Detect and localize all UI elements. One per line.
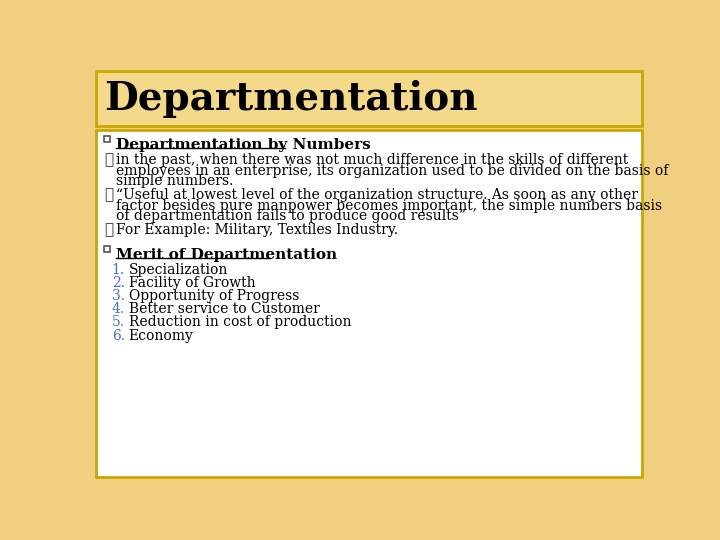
Text: “Useful at lowest level of the organization structure. As soon as any other: “Useful at lowest level of the organizat…	[117, 188, 639, 202]
Text: simple numbers.: simple numbers.	[117, 174, 234, 188]
Text: 3.: 3.	[112, 289, 125, 303]
Text: Facility of Growth: Facility of Growth	[129, 276, 256, 290]
Text: 1.: 1.	[112, 263, 125, 277]
Text: 5.: 5.	[112, 315, 125, 329]
Text: employees in an enterprise, its organization used to be divided on the basis of: employees in an enterprise, its organiza…	[117, 164, 669, 178]
Text: Reduction in cost of production: Reduction in cost of production	[129, 315, 351, 329]
Text: Departmentation by Numbers: Departmentation by Numbers	[117, 138, 371, 152]
FancyBboxPatch shape	[96, 130, 642, 477]
Text: ✓: ✓	[104, 153, 113, 167]
FancyBboxPatch shape	[96, 71, 642, 126]
Text: ✓: ✓	[104, 188, 113, 202]
Bar	[104, 136, 110, 142]
Text: For Example: Military, Textiles Industry.: For Example: Military, Textiles Industry…	[117, 224, 398, 238]
Text: Departmentation: Departmentation	[104, 80, 477, 118]
Text: 2.: 2.	[112, 276, 125, 290]
Text: 6.: 6.	[112, 328, 125, 342]
Text: Specialization: Specialization	[129, 263, 228, 277]
Text: 4.: 4.	[112, 302, 125, 316]
Text: factor besides pure manpower becomes important, the simple numbers basis: factor besides pure manpower becomes imp…	[117, 199, 662, 213]
Text: in the past, when there was not much difference in the skills of different: in the past, when there was not much dif…	[117, 153, 629, 167]
Text: Better service to Customer: Better service to Customer	[129, 302, 320, 316]
Text: ✓: ✓	[104, 224, 113, 238]
Text: Merit of Departmentation: Merit of Departmentation	[117, 248, 338, 262]
Text: Economy: Economy	[129, 328, 194, 342]
Bar	[104, 246, 110, 252]
Text: of departmentation fails to produce good results”: of departmentation fails to produce good…	[117, 209, 467, 223]
Text: Opportunity of Progress: Opportunity of Progress	[129, 289, 299, 303]
